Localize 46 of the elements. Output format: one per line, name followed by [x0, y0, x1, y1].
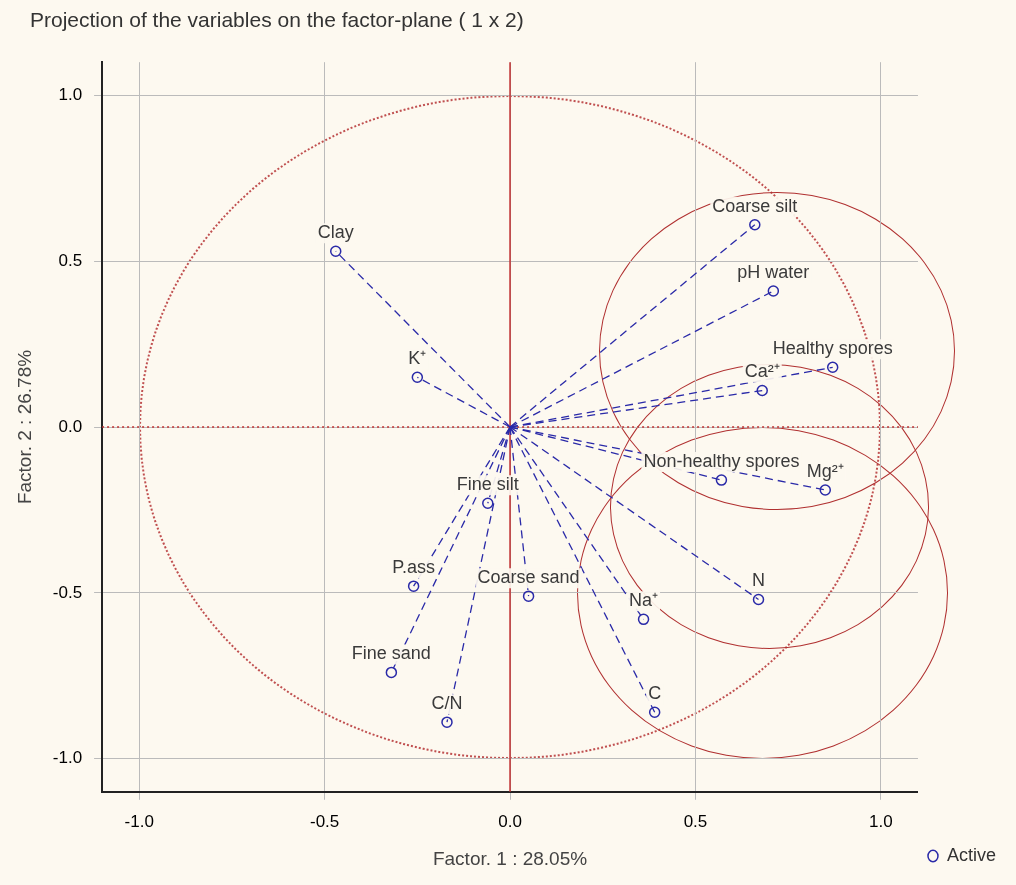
point: [441, 716, 453, 728]
annotation: Healthy spores: [772, 338, 893, 359]
annotation: Na⁺: [629, 590, 659, 611]
annotation: Fine silt: [456, 474, 519, 495]
annotation: pH water: [737, 262, 810, 282]
y-tick-label: -1.0: [52, 748, 83, 768]
annotation: K⁺: [408, 348, 427, 369]
point: [329, 245, 342, 257]
point: [752, 593, 765, 606]
annotation: P.ass: [392, 557, 435, 578]
chart-title: Projection of the variables on the factor-plane ( 1 x 2): [30, 8, 524, 32]
point: [522, 590, 535, 602]
point: [826, 361, 839, 374]
x-tick-label: 0.0: [498, 811, 522, 831]
y-axis-title: Factor. 2 : 26.78%: [13, 349, 35, 505]
legend-label: Active: [946, 844, 997, 865]
point: [411, 371, 424, 384]
x-tick-label: -0.5: [309, 811, 340, 831]
annotation: Mg²⁺: [806, 460, 844, 481]
annotation: Non-healthy spores: [643, 451, 800, 472]
point: [715, 474, 728, 486]
point: [756, 384, 768, 397]
point: [767, 285, 780, 297]
annotation: Coarse silt: [712, 195, 798, 216]
annotation: Coarse sand: [477, 567, 580, 588]
annotation: Fine sand: [351, 643, 431, 664]
point: [482, 497, 494, 510]
annotation: C: [648, 683, 662, 704]
y-tick-label: -0.5: [52, 582, 83, 602]
x-tick-label: -1.0: [124, 811, 154, 831]
annotation: Clay: [317, 222, 354, 243]
x-tick-label: 1.0: [869, 811, 893, 831]
y-tick-label: 1.0: [58, 85, 83, 105]
point: [749, 218, 761, 231]
y-tick-label: 0.0: [58, 416, 83, 436]
y-tick-label: 0.5: [58, 250, 83, 270]
point: [385, 666, 398, 679]
point: [648, 706, 661, 718]
point: [637, 613, 650, 626]
x-axis-title: Factor. 1 : 28.05%: [432, 847, 588, 869]
annotation: N: [752, 570, 766, 591]
point: [407, 580, 420, 592]
annotation: C/N: [431, 693, 463, 714]
annotation: Ca²⁺: [744, 361, 780, 382]
point: [819, 484, 832, 496]
x-tick-label: 0.5: [683, 811, 708, 831]
